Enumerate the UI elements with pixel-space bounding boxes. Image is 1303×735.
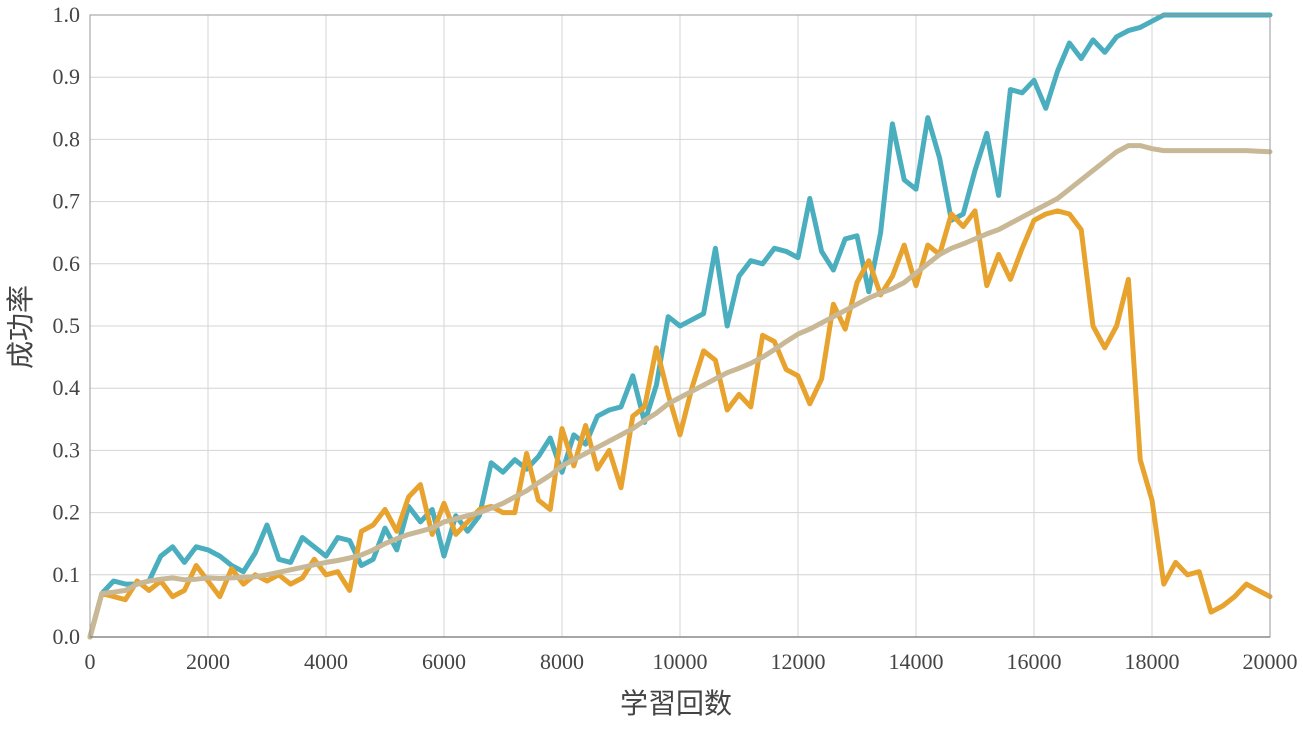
x-tick-label: 4000 bbox=[304, 649, 348, 674]
y-tick-labels: 0.0 0.1 0.2 0.3 0.4 0.5 0.6 0.7 0.8 0.9 1.0 bbox=[53, 2, 81, 649]
x-tick-label: 14000 bbox=[889, 649, 944, 674]
x-tick-labels: 0 2000 4000 6000 8000 10000 12000 14000 16000 180… bbox=[85, 649, 1298, 674]
y-tick-label: 0.7 bbox=[53, 189, 81, 214]
y-tick-label: 0.2 bbox=[53, 500, 81, 525]
series-layer bbox=[87, 12, 1273, 640]
x-tick-label: 2000 bbox=[186, 649, 230, 674]
x-tick-label: 20000 bbox=[1243, 649, 1298, 674]
x-tick-label: 12000 bbox=[771, 649, 826, 674]
y-tick-label: 1.0 bbox=[53, 2, 81, 27]
y-tick-label: 0.8 bbox=[53, 126, 81, 151]
series-line-3 bbox=[87, 143, 1273, 640]
series-line-2 bbox=[87, 208, 1273, 640]
y-tick-label: 0.5 bbox=[53, 313, 81, 338]
axes bbox=[89, 14, 1271, 638]
y-tick-label: 0.0 bbox=[53, 624, 81, 649]
x-tick-label: 16000 bbox=[1007, 649, 1062, 674]
y-tick-label: 0.4 bbox=[53, 375, 81, 400]
y-tick-label: 0.6 bbox=[53, 251, 81, 276]
y-tick-label: 0.9 bbox=[53, 64, 81, 89]
y-tick-label: 0.1 bbox=[53, 562, 81, 587]
x-tick-label: 10000 bbox=[653, 649, 708, 674]
y-tick-label: 0.3 bbox=[53, 437, 81, 462]
x-tick-label: 0 bbox=[85, 649, 96, 674]
x-axis-title: 学習回数 bbox=[620, 687, 732, 720]
x-tick-label: 18000 bbox=[1125, 649, 1180, 674]
x-tick-label: 6000 bbox=[422, 649, 466, 674]
y-axis-title: 成功率 bbox=[4, 285, 37, 369]
x-tick-label: 8000 bbox=[540, 649, 584, 674]
series-line-1 bbox=[87, 12, 1273, 640]
